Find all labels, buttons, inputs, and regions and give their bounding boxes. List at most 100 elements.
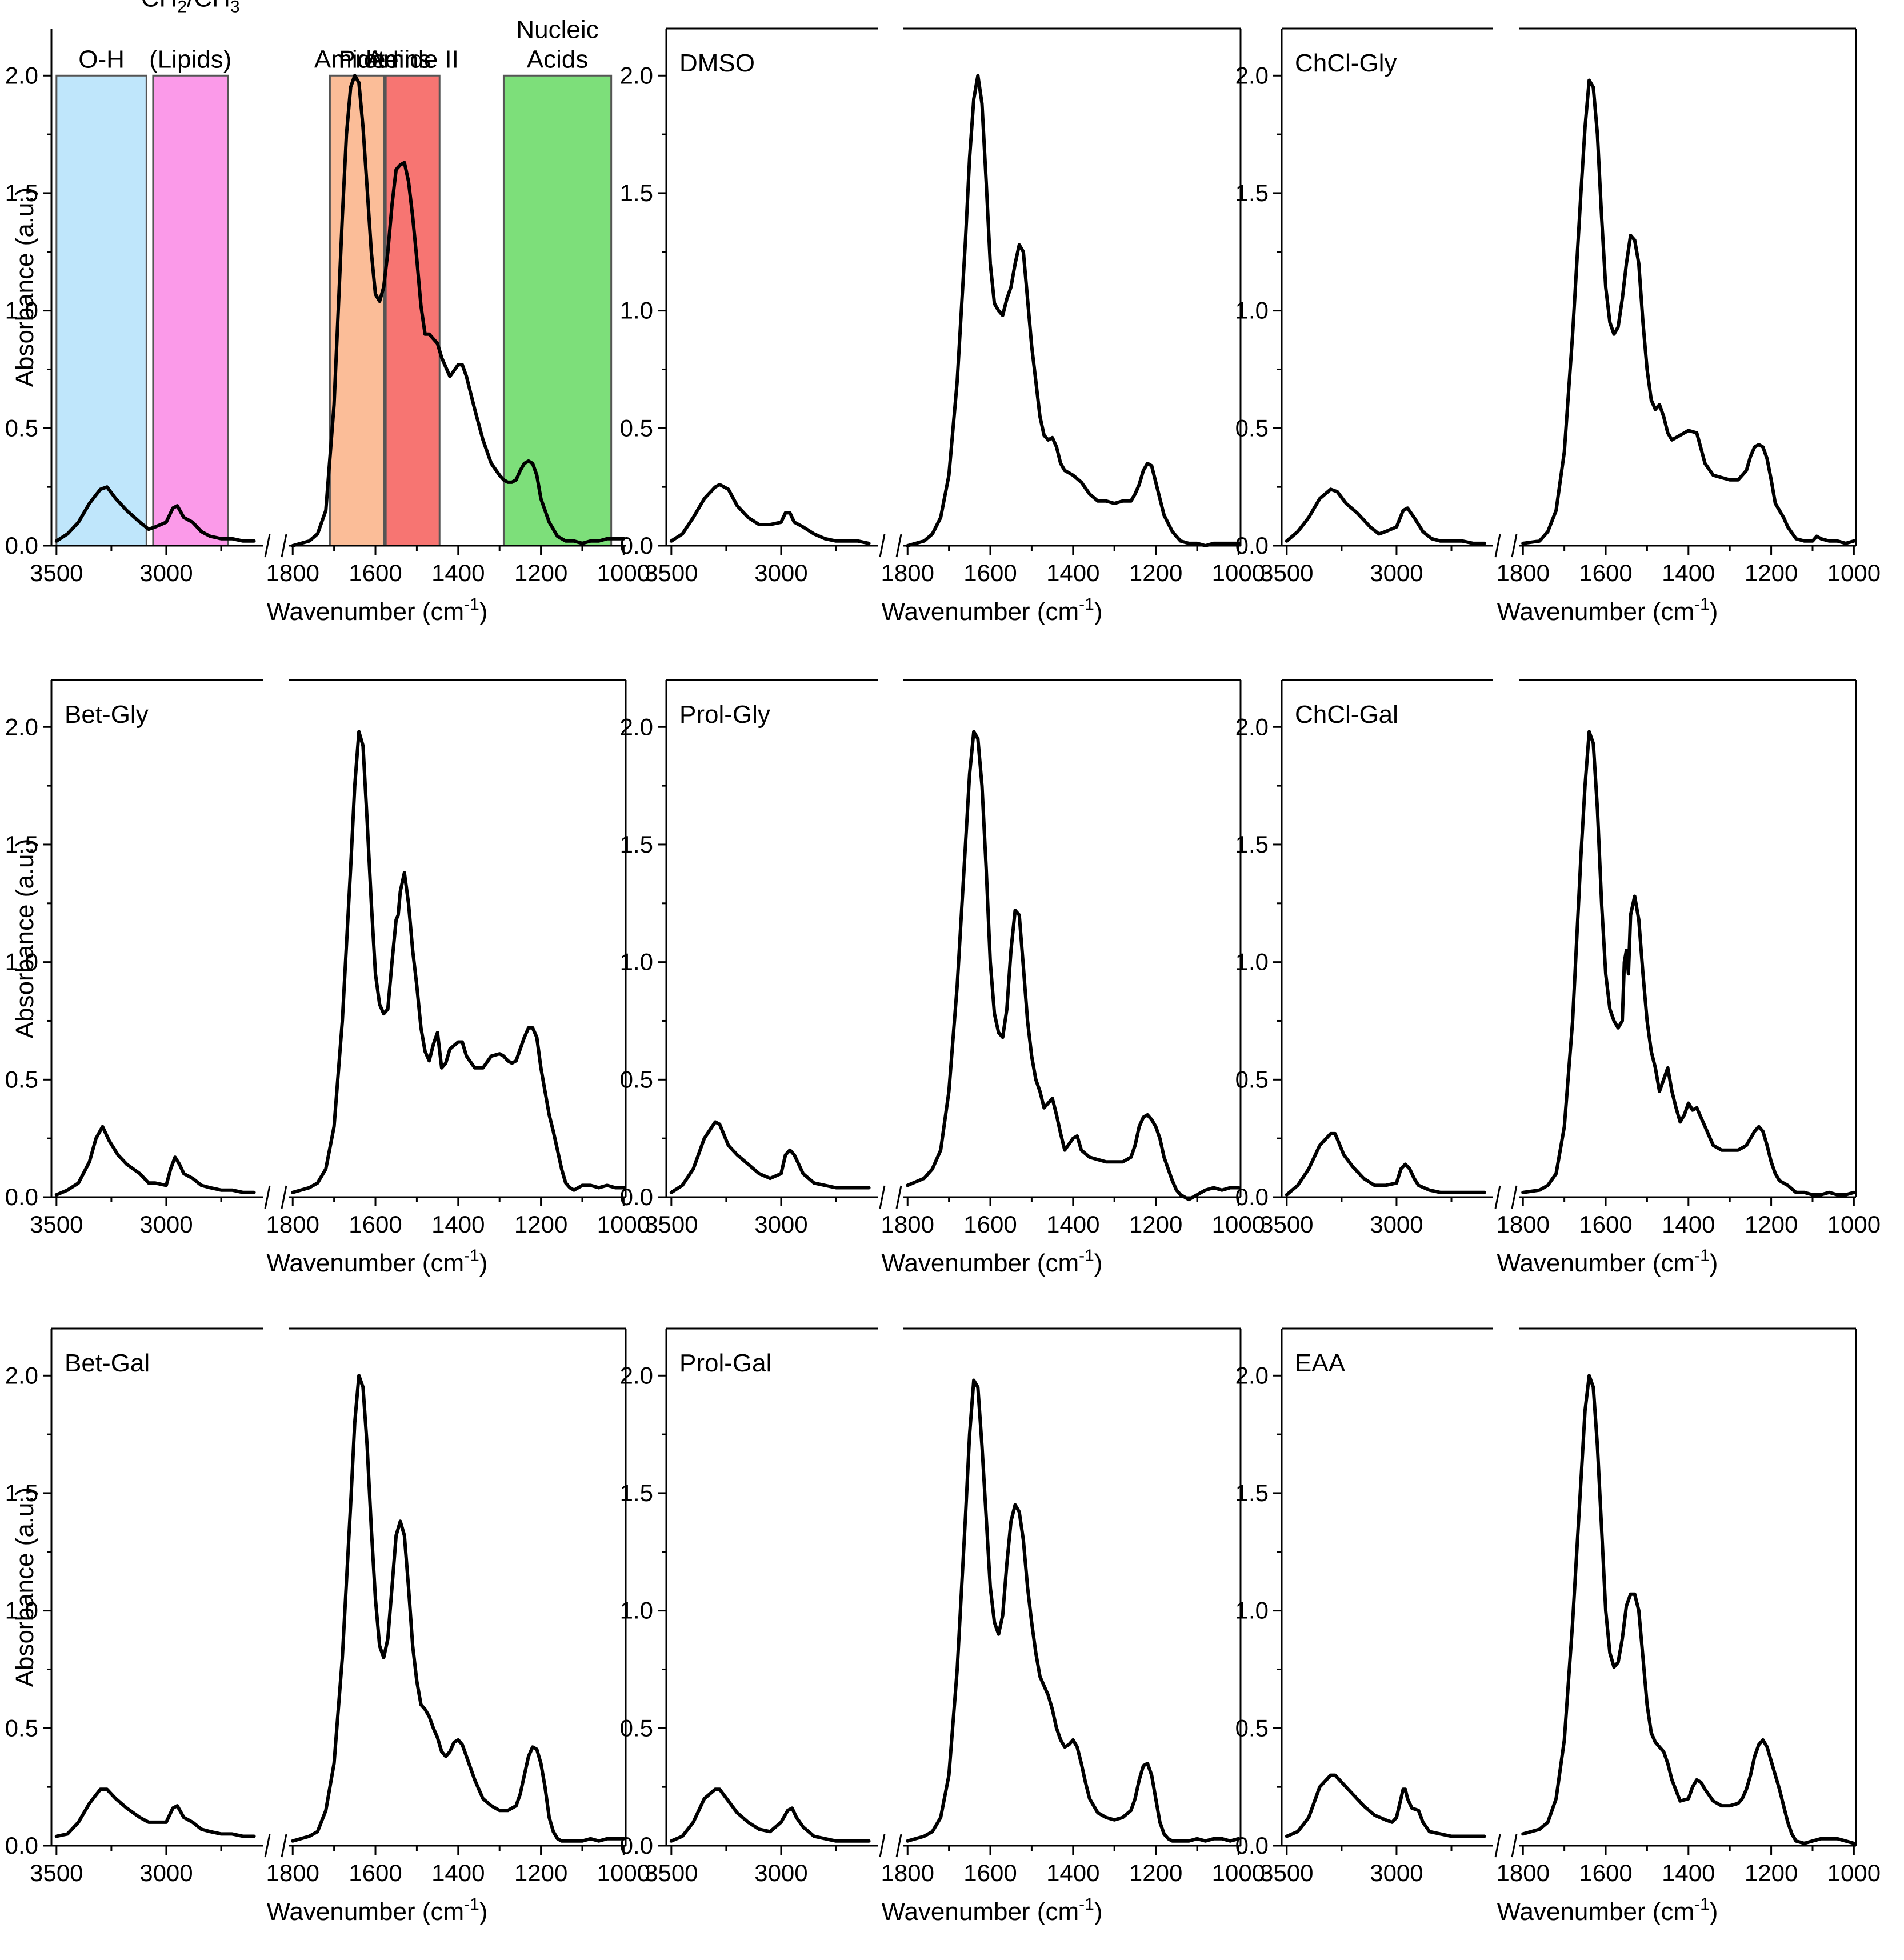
y-tick-label: 0.5	[5, 414, 38, 441]
y-tick-label: 1.0	[5, 949, 38, 975]
x-axis-title: Wavenumber (cm-1)	[1497, 1246, 1718, 1277]
x-tick-label: 1800	[1497, 1859, 1550, 1886]
band-label: Acids	[527, 45, 589, 73]
y-tick-label: 0.0	[5, 1832, 38, 1859]
spectrum-line-left	[54, 1125, 256, 1197]
y-tick-label: 1.0	[1235, 949, 1269, 975]
axis-break-mark	[1494, 534, 1501, 558]
y-axis-title: Absorbance (a.u.)	[11, 1487, 39, 1687]
spectrum-line-left	[669, 483, 871, 545]
x-tick-label: 1400	[1662, 1211, 1715, 1238]
x-tick-label: 1800	[266, 1211, 319, 1238]
band-label: CH2/CH3	[141, 0, 240, 16]
panel-label: ChCl-Gal	[1295, 701, 1398, 729]
spectrum-line-right	[291, 74, 626, 547]
x-tick-label: 1200	[1129, 1211, 1182, 1238]
x-tick-label: 1000	[597, 1211, 650, 1238]
y-tick-label: 0.0	[5, 532, 38, 559]
y-tick-label: 1.5	[5, 179, 38, 206]
panel-middle-right: 0.0 0.5 1.0 1.5 2.0 3500 3000 1800 1600 1400 1200 1…	[1235, 679, 1881, 1277]
y-tick-label: 2.0	[620, 1362, 653, 1389]
spectrum-line-left	[1285, 1773, 1486, 1838]
x-tick-label: 1600	[349, 1211, 402, 1238]
y-tick-label: 0.0	[620, 1832, 653, 1859]
y-tick-label: 1.0	[620, 297, 653, 324]
x-tick-label: 3000	[139, 559, 193, 586]
y-tick-label: 2.0	[1235, 62, 1269, 89]
spectrum-line-left	[1285, 1131, 1486, 1197]
y-tick-label: 2.0	[5, 1362, 38, 1389]
x-tick-label: 1400	[1046, 1859, 1099, 1886]
x-tick-label: 1200	[514, 559, 567, 586]
x-tick-label: 3500	[645, 1211, 698, 1238]
x-tick-label: 1200	[1745, 1859, 1798, 1886]
x-tick-label: 1000	[1827, 559, 1881, 586]
y-axis-title: Absorbance (a.u.)	[11, 187, 39, 387]
x-axis-title: Wavenumber (cm-1)	[1497, 595, 1718, 626]
y-tick-label: 1.5	[620, 831, 653, 858]
y-tick-label: 1.0	[5, 1597, 38, 1624]
x-tick-label: 1800	[881, 559, 934, 586]
x-tick-label: 3500	[30, 1211, 83, 1238]
axis-break-mark	[879, 534, 886, 558]
x-tick-label: 1000	[1212, 1859, 1265, 1886]
spectrum-line-right	[1521, 78, 1856, 545]
panel-top-middle: 0.0 0.5 1.0 1.5 2.0 3500 3000 1800 1600 1400 1200 1…	[620, 27, 1265, 626]
x-tick-label: 1600	[963, 559, 1017, 586]
axis-break-mark	[281, 1834, 287, 1858]
x-tick-label: 1800	[881, 1859, 934, 1886]
x-axis-title: Wavenumber (cm-1)	[267, 1246, 488, 1277]
x-tick-label: 1400	[1662, 559, 1715, 586]
x-tick-label: 1400	[431, 1859, 485, 1886]
panel-label: Bet-Gly	[65, 701, 149, 729]
panel-middle-left: 0.0 0.5 1.0 1.5 2.0 3500 3000 1800 1600 1400 1200 1…	[5, 679, 650, 1277]
x-tick-label: 1200	[514, 1211, 567, 1238]
x-axis-title: Wavenumber (cm-1)	[267, 1895, 488, 1926]
spectrum-line-left	[54, 485, 256, 543]
x-tick-label: 1000	[1827, 1859, 1881, 1886]
axis-break-mark	[1511, 1185, 1518, 1209]
panel-label: DMSO	[679, 49, 755, 77]
x-tick-label: 1600	[963, 1211, 1017, 1238]
x-tick-label: 1400	[431, 1211, 485, 1238]
spectrum-line-left	[669, 1787, 871, 1843]
x-axis-title: Wavenumber (cm-1)	[882, 1246, 1103, 1277]
axis-break-mark	[895, 1185, 902, 1209]
x-tick-label: 3500	[30, 559, 83, 586]
x-tick-label: 1800	[1497, 1211, 1550, 1238]
axis-break-mark	[895, 534, 902, 558]
y-tick-label: 0.5	[5, 1066, 38, 1093]
spectrum-line-right	[291, 730, 626, 1194]
y-tick-label: 0.0	[1235, 1183, 1269, 1210]
x-tick-label: 1800	[881, 1211, 934, 1238]
x-tick-label: 1000	[1827, 1211, 1881, 1238]
y-tick-label: 0.5	[1235, 1066, 1269, 1093]
x-tick-label: 3000	[754, 1859, 807, 1886]
x-tick-label: 3500	[1260, 1211, 1313, 1238]
axis-break-mark	[281, 1185, 287, 1209]
x-tick-label: 3000	[139, 1211, 193, 1238]
band-label: Nucleic	[516, 15, 598, 43]
y-tick-label: 0.0	[5, 1183, 38, 1210]
x-tick-label: 3500	[645, 1859, 698, 1886]
x-tick-label: 1000	[597, 1859, 650, 1886]
y-tick-label: 2.0	[1235, 713, 1269, 740]
spectrum-line-right	[1521, 730, 1856, 1197]
band-label: O-H	[78, 45, 125, 73]
band-0	[55, 74, 147, 547]
y-tick-label: 1.5	[5, 1479, 38, 1506]
x-tick-label: 1200	[514, 1859, 567, 1886]
x-tick-label: 3500	[1260, 1859, 1313, 1886]
y-tick-label: 0.5	[1235, 414, 1269, 441]
x-tick-label: 1400	[431, 559, 485, 586]
y-tick-label: 2.0	[1235, 1362, 1269, 1389]
panel-label: Bet-Gal	[65, 1349, 150, 1377]
x-tick-label: 1600	[349, 1859, 402, 1886]
y-tick-label: 0.5	[620, 1066, 653, 1093]
y-tick-label: 0.5	[1235, 1714, 1269, 1741]
axis-break-mark	[1494, 1834, 1501, 1858]
x-tick-label: 3000	[1370, 1859, 1423, 1886]
spectrum-line-left	[1285, 487, 1486, 545]
y-tick-label: 1.0	[1235, 1597, 1269, 1624]
